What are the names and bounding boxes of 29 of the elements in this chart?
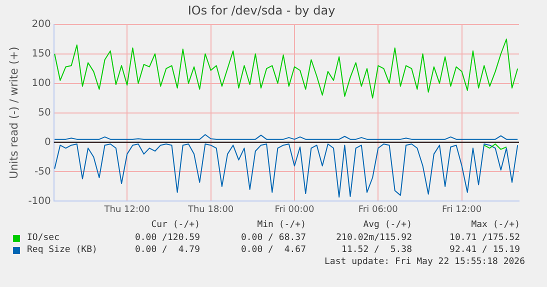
y-tick-label: 200 — [32, 18, 51, 30]
text: 0.00 / 4.67 — [240, 245, 306, 255]
text: 210.02m/115.92 — [336, 233, 412, 243]
x-tick-label: Fri 06:00 — [358, 204, 398, 215]
x-tick-label: Fri 00:00 — [274, 204, 314, 215]
y-tick-label: 150 — [32, 48, 51, 60]
y-tick-label: 100 — [32, 78, 51, 89]
x-tick-label: Thu 12:00 — [103, 204, 150, 215]
legend-label: IO/sec — [27, 233, 60, 243]
text: 11.52 / 5.38 — [342, 245, 412, 255]
text: Cur (-/+) — [150, 220, 200, 230]
y-tick-label: -50 — [34, 166, 51, 178]
text: Last update: Fri May 22 15:55:18 2026 — [324, 257, 525, 267]
text: 10.71 /175.52 — [450, 233, 520, 243]
chart-title: IOs for /dev/sda - by day — [188, 3, 336, 18]
y-tick-label: 0 — [44, 136, 51, 148]
y-tick-label: -100 — [28, 196, 51, 207]
text: 0.00 / 4.79 — [134, 245, 200, 255]
x-tick-label: Thu 18:00 — [186, 204, 234, 215]
y-axis-title: Units read (-) / write (+) — [7, 46, 20, 179]
y-tick-label: 50 — [38, 107, 51, 118]
x-tick-label: Fri 12:00 — [442, 204, 482, 215]
text: 0.00 / 68.37 — [240, 233, 306, 243]
text: Min (-/+) — [257, 220, 306, 230]
text: 92.41 / 15.19 — [450, 245, 520, 255]
text: Max (-/+) — [471, 220, 520, 230]
text: 0.00 /120.59 — [134, 233, 200, 243]
text: Avg (-/+) — [363, 220, 412, 230]
legend-label: Req Size (KB) — [27, 245, 98, 255]
